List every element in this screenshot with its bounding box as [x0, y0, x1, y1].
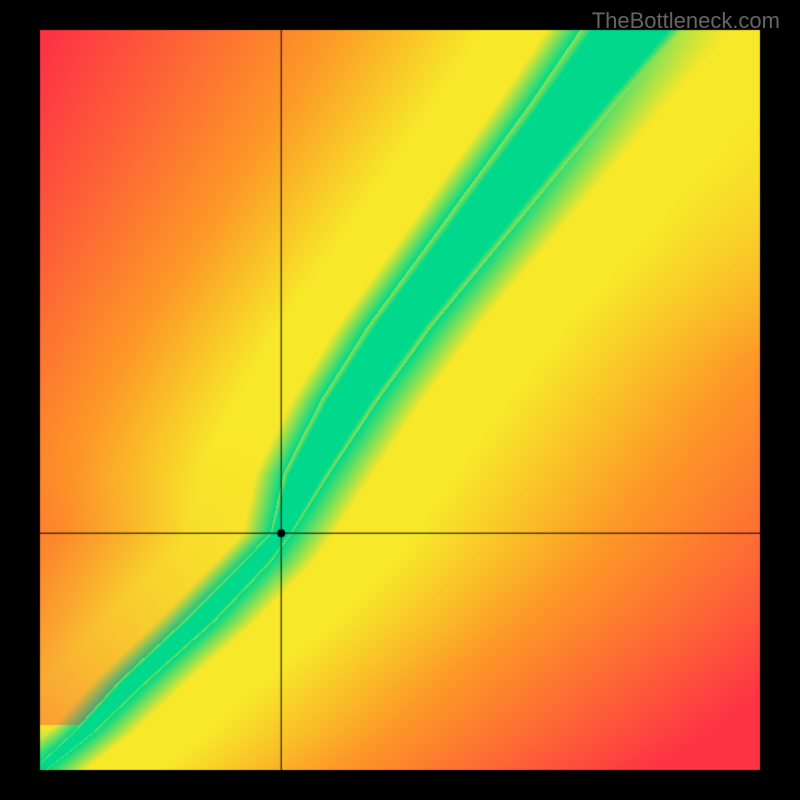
- watermark-text: TheBottleneck.com: [592, 8, 780, 34]
- chart-container: TheBottleneck.com: [0, 0, 800, 800]
- bottleneck-heatmap: [0, 0, 800, 800]
